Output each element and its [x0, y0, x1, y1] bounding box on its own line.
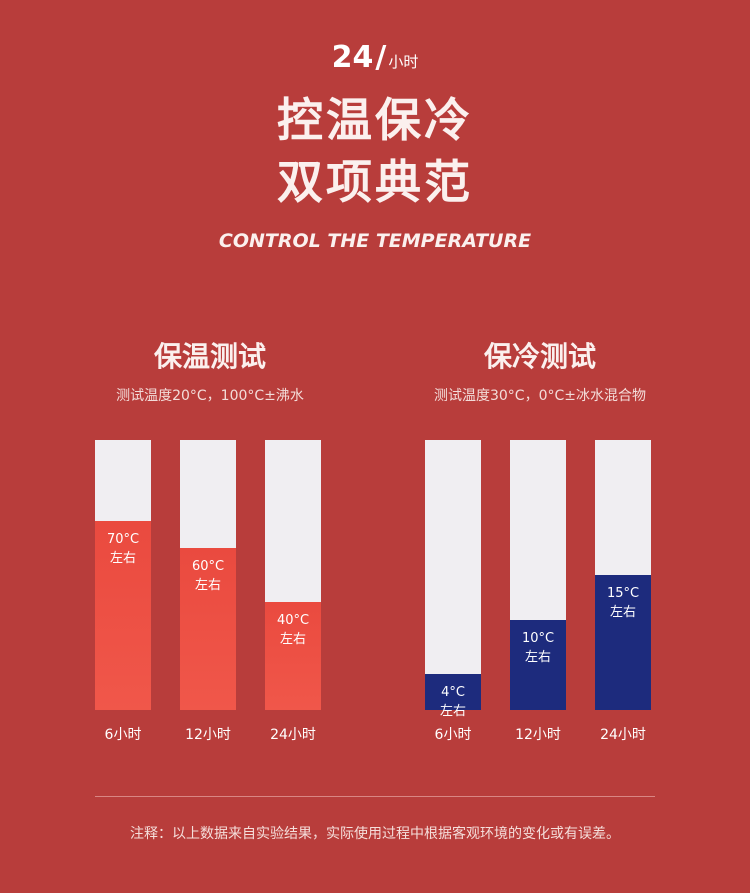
heat-retention-title: 保温测试: [153, 340, 266, 373]
duration-number: 24: [331, 40, 374, 75]
cold-retention-panel: 保冷测试 测试温度30°C，0°C±冰水混合物 4°C 左右 6小时 10°C 左右 12…: [375, 335, 705, 743]
cold-value-label-3: 15°C: [607, 586, 639, 601]
cold-category-label-3: 24小时: [600, 727, 646, 743]
footer-note: 注释：以上数据来自实验结果，实际使用过程中根据客观环境的变化或有误差。: [130, 826, 620, 842]
cold-value-label-1: 4°C: [441, 685, 465, 700]
heat-category-label-2: 12小时: [185, 727, 231, 743]
english-subtitle: CONTROL THE TEMPERATURE: [218, 230, 532, 252]
heat-value-label-1: 70°C: [107, 532, 139, 547]
cold-bar-track-1: [425, 440, 481, 710]
heat-bar-2: [180, 548, 236, 710]
heat-approx-label-3: 左右: [280, 632, 306, 647]
cold-bar-1: [425, 674, 481, 710]
cold-category-label-1: 6小时: [435, 727, 472, 743]
heat-category-label-3: 24小时: [270, 727, 316, 743]
cold-retention-title: 保冷测试: [483, 340, 596, 373]
cold-category-label-2: 12小时: [515, 727, 561, 743]
heat-bar-1: [95, 521, 151, 710]
duration-badge: 24/小时: [0, 40, 750, 75]
cold-bar-2: [510, 620, 566, 710]
cold-retention-description: 测试温度30°C，0°C±冰水混合物: [433, 388, 646, 404]
heat-retention-description: 测试温度20°C，100°C±沸水: [116, 388, 304, 404]
duration-slash: /: [375, 40, 387, 75]
heat-retention-panel: 保温测试 测试温度20°C，100°C±沸水 70°C 左右 6小时 60°C 左右 12…: [45, 335, 375, 743]
duration-unit: 小时: [388, 53, 419, 71]
heat-retention-chart: 70°C 左右 6小时 60°C 左右 12小时 40°C 左右 24小时: [95, 440, 321, 743]
cold-bar-3: [595, 575, 651, 710]
heat-value-label-2: 60°C: [192, 559, 224, 574]
heat-approx-label-1: 左右: [110, 551, 136, 566]
headline-line-1: 控温保冷: [277, 93, 473, 147]
cold-approx-label-2: 左右: [525, 650, 551, 665]
cold-retention-chart: 4°C 左右 6小时 10°C 左右 12小时 15°C 左右 24小时: [425, 440, 651, 743]
footer-divider: [95, 796, 655, 797]
cold-approx-label-1: 左右: [440, 704, 466, 719]
cold-approx-label-3: 左右: [610, 605, 636, 620]
heat-approx-label-2: 左右: [195, 578, 221, 593]
heat-category-label-1: 6小时: [105, 727, 142, 743]
cold-value-label-2: 10°C: [522, 631, 554, 646]
heat-value-label-3: 40°C: [277, 613, 309, 628]
headline-line-2: 双项典范: [277, 155, 473, 209]
heat-bar-3: [265, 602, 321, 710]
